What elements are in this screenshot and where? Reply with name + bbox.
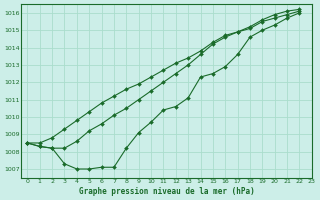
X-axis label: Graphe pression niveau de la mer (hPa): Graphe pression niveau de la mer (hPa) [79,187,254,196]
